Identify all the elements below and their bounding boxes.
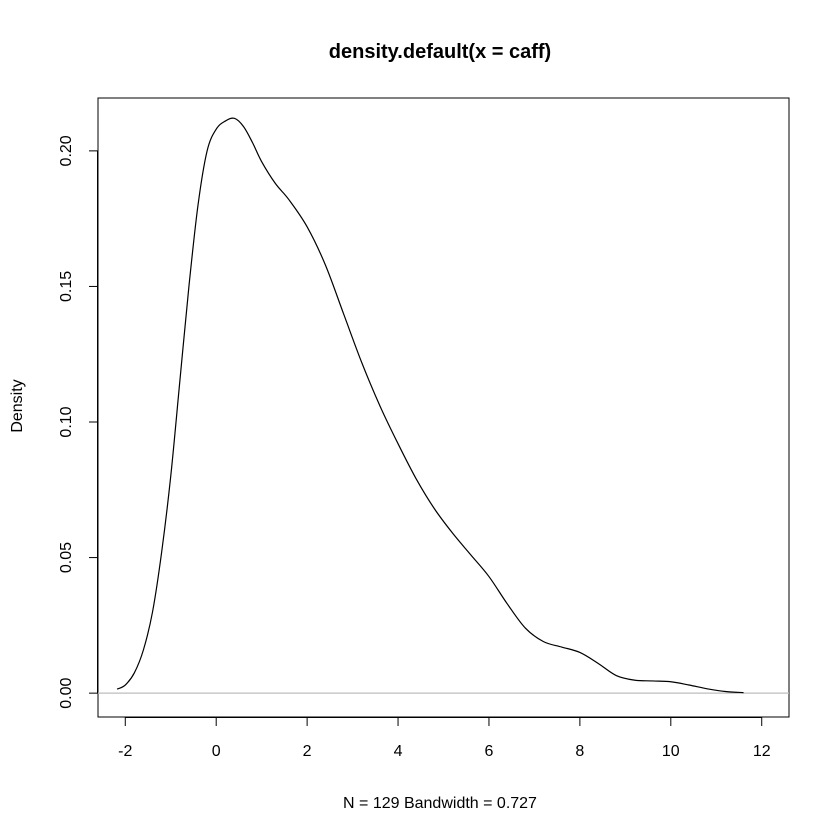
y-tick-label: 0.05 bbox=[58, 542, 75, 573]
x-tick-label: -2 bbox=[118, 743, 132, 760]
y-axis-label: Density bbox=[9, 379, 26, 432]
x-axis-label: N = 129 Bandwidth = 0.727 bbox=[343, 795, 537, 812]
y-tick-label: 0.00 bbox=[58, 677, 75, 708]
plot-area: -2 0 2 4 6 8 10 12 0.00 0.05 0.10 0.15 0.20 bbox=[58, 97, 790, 760]
x-tick-label: 8 bbox=[575, 743, 584, 760]
x-tick-label: 0 bbox=[212, 743, 221, 760]
plot-frame bbox=[97, 97, 790, 718]
y-tick-label: 0.15 bbox=[58, 271, 75, 302]
y-tick-label: 0.10 bbox=[58, 406, 75, 437]
y-tick-label: 0.20 bbox=[58, 135, 75, 166]
x-tick-label: 6 bbox=[485, 743, 494, 760]
x-tick-label: 10 bbox=[662, 743, 680, 760]
x-tick-label: 12 bbox=[753, 743, 771, 760]
chart-title: density.default(x = caff) bbox=[329, 41, 551, 63]
x-tick-label: 4 bbox=[394, 743, 403, 760]
density-curve bbox=[116, 117, 744, 694]
x-tick-label: 2 bbox=[303, 743, 312, 760]
